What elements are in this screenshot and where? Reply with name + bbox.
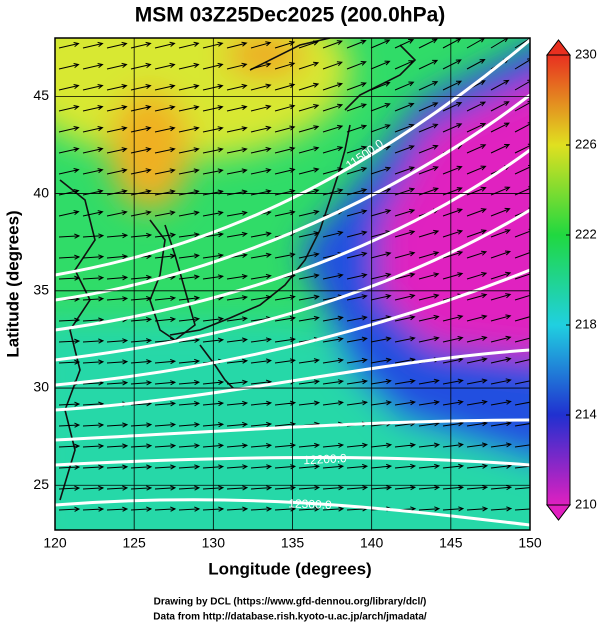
colorbar-min-arrow bbox=[545, 504, 572, 521]
contour bbox=[55, 498, 530, 527]
colorbar bbox=[546, 54, 571, 506]
x-tick-label: 150 bbox=[518, 535, 542, 551]
colorbar-tick-label: 230 bbox=[575, 46, 597, 61]
contour-label: 12200.0 bbox=[303, 451, 347, 467]
x-tick-label: 130 bbox=[202, 535, 226, 551]
contour bbox=[55, 148, 530, 332]
colorbar-max-arrow bbox=[545, 39, 572, 56]
y-tick-label: 40 bbox=[33, 184, 49, 200]
coastline bbox=[344, 44, 417, 111]
plot-frame bbox=[54, 37, 531, 531]
field bbox=[55, 38, 530, 530]
colorbar-tick-label: 210 bbox=[575, 496, 597, 511]
credit: Drawing by DCL (https://www.gfd-dennou.o… bbox=[154, 597, 427, 608]
x-tick-label: 120 bbox=[43, 535, 67, 551]
contour bbox=[55, 456, 530, 467]
credit: Data from http://database.rish.kyoto-u.a… bbox=[153, 612, 427, 623]
coastline bbox=[249, 38, 331, 71]
contour bbox=[55, 208, 530, 362]
colorbar-tick-label: 222 bbox=[575, 226, 597, 241]
x-tick-label: 135 bbox=[281, 535, 305, 551]
coastline bbox=[169, 124, 351, 336]
contour bbox=[55, 93, 530, 302]
title: MSM 03Z25Dec2025 (200.0hPa) bbox=[135, 4, 446, 27]
colorbar-tick-label: 218 bbox=[575, 316, 597, 331]
x-tick-label: 140 bbox=[360, 535, 384, 551]
y-axis-label: Latitude (degrees) bbox=[3, 210, 22, 357]
contour bbox=[55, 418, 530, 442]
contour-label: 12300.0 bbox=[288, 496, 332, 512]
contour bbox=[55, 348, 530, 412]
colorbar-tick-label: 214 bbox=[575, 406, 597, 421]
height-contours bbox=[55, 38, 530, 527]
y-tick-label: 30 bbox=[33, 379, 49, 395]
colorbar-tick-label: 226 bbox=[575, 136, 597, 151]
field-orange bbox=[225, 38, 305, 75]
x-tick-label: 125 bbox=[122, 535, 146, 551]
x-tick-label: 145 bbox=[439, 535, 463, 551]
y-tick-label: 35 bbox=[33, 282, 49, 298]
y-tick-label: 25 bbox=[33, 476, 49, 492]
field-orange bbox=[110, 90, 190, 210]
coastline bbox=[199, 344, 236, 391]
y-tick-label: 45 bbox=[33, 87, 49, 103]
contour bbox=[55, 268, 530, 387]
contour bbox=[55, 38, 530, 277]
coastline bbox=[59, 179, 96, 501]
x-axis-label: Longitude (degrees) bbox=[208, 559, 371, 578]
